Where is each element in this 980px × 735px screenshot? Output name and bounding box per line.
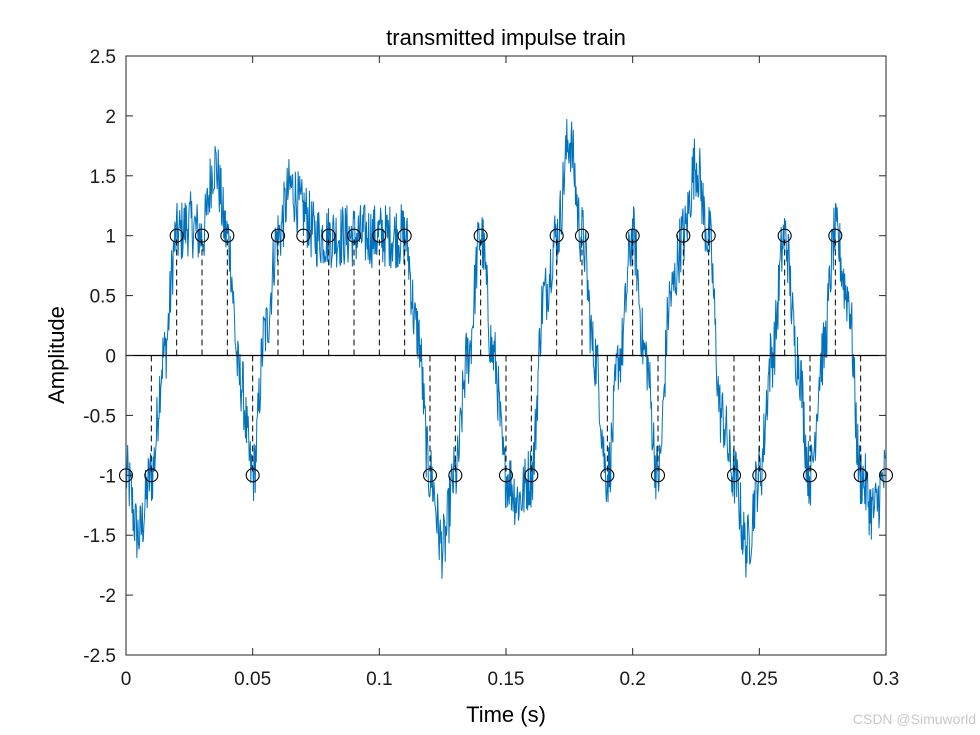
x-tick-label: 0.25 xyxy=(741,669,778,690)
y-tick-label: 1.5 xyxy=(90,167,116,188)
plot-area xyxy=(118,119,894,579)
stem-marker xyxy=(372,228,387,243)
x-ticks: 0 0.05 0.1 0.15 0.2 0.25 0.3 xyxy=(121,56,899,690)
stem-marker xyxy=(169,228,184,243)
stem-marker xyxy=(245,468,260,483)
stem-marker xyxy=(498,468,514,483)
stem-marker xyxy=(726,468,742,483)
stem-marker xyxy=(574,228,590,243)
stem-marker xyxy=(828,228,843,243)
stem-marker xyxy=(600,468,615,483)
x-tick-label: 0.2 xyxy=(619,669,645,690)
y-tick-label: -2 xyxy=(99,586,116,607)
x-tick-label: 0.15 xyxy=(488,669,525,690)
waveform-layer xyxy=(125,119,887,579)
stem-marker xyxy=(194,228,210,243)
y-tick-label: -1 xyxy=(99,466,116,487)
stem-marker xyxy=(473,228,488,243)
y-tick-label: -0.5 xyxy=(83,406,116,427)
stem-marker xyxy=(549,228,564,243)
stem-marker xyxy=(853,468,868,483)
stem-marker xyxy=(625,228,640,243)
stem-marker xyxy=(701,228,716,243)
stem-marker xyxy=(524,468,539,483)
stem-layer xyxy=(118,228,894,483)
stem-marker xyxy=(676,228,691,243)
y-ticks: -2.5 -2 -1.5 -1 -0.5 0 0.5 1 1.5 2 2.5 xyxy=(83,47,886,667)
y-tick-label: 1 xyxy=(105,227,116,248)
stem-marker xyxy=(220,228,235,243)
x-tick-label: 0.05 xyxy=(234,669,271,690)
x-axis-label: Time (s) xyxy=(466,702,546,727)
stem-marker xyxy=(144,468,159,483)
y-tick-label: 0 xyxy=(105,347,116,368)
stem-marker xyxy=(422,468,438,483)
y-tick-label: -2.5 xyxy=(83,646,116,667)
stem-marker xyxy=(448,468,463,483)
watermark: CSDN @Simuworld xyxy=(852,711,976,727)
chart-title: transmitted impulse train xyxy=(386,25,626,50)
stem-marker xyxy=(397,228,412,243)
y-axis-label: Amplitude xyxy=(44,306,69,404)
x-tick-label: 0 xyxy=(121,669,132,690)
stem-marker xyxy=(321,228,336,243)
y-tick-label: 2 xyxy=(105,107,116,128)
stem-marker xyxy=(296,228,311,243)
stem-marker xyxy=(270,228,286,243)
x-tick-label: 0.3 xyxy=(873,669,899,690)
waveform-line xyxy=(125,119,887,579)
y-tick-label: 0.5 xyxy=(90,287,116,308)
x-tick-label: 0.1 xyxy=(366,669,392,690)
stem-marker xyxy=(802,468,818,483)
stem-marker xyxy=(777,228,792,243)
stem-marker xyxy=(650,468,666,483)
stem-marker xyxy=(752,468,767,483)
y-tick-label: -1.5 xyxy=(83,526,116,547)
stem-marker xyxy=(346,228,362,243)
y-tick-label: 2.5 xyxy=(90,47,116,68)
